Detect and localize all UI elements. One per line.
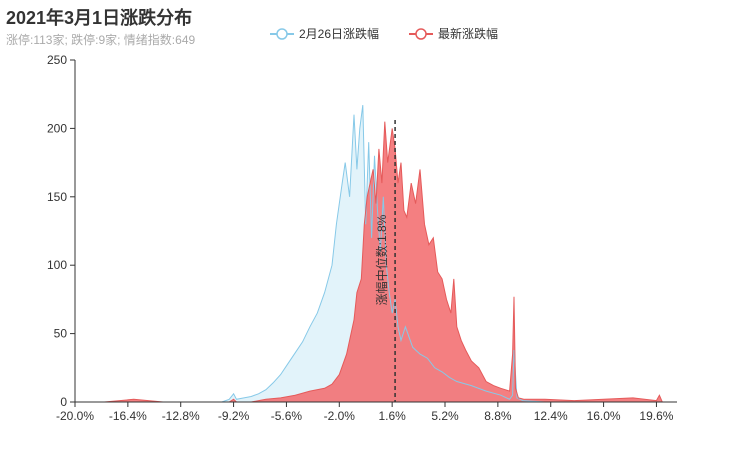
x-tick-label: 8.8%: [484, 409, 512, 423]
x-tick-label: -9.2%: [218, 409, 250, 423]
legend-marker: [415, 28, 427, 40]
x-tick-label: -2.0%: [324, 409, 356, 423]
legend-item-1: 最新涨跌幅: [409, 26, 498, 41]
axes: 0 50 100 150 200 250 -20.0% -16.4% -12.8% -9.2% -5…: [47, 53, 677, 423]
x-tick-label: -5.6%: [271, 409, 303, 423]
median-marker: 涨幅中位数:1.8%: [374, 120, 396, 402]
median-label: 涨幅中位数:1.8%: [374, 214, 389, 305]
legend-label: 2月26日涨跌幅: [299, 26, 379, 41]
y-tick-label: 50: [54, 327, 68, 341]
chart-title: 2021年3月1日涨跌分布: [6, 8, 193, 28]
y-tick-label: 150: [47, 190, 67, 204]
series-line-0: [75, 105, 677, 403]
x-tick-label: -16.4%: [109, 409, 147, 423]
series-area-fills: [75, 105, 677, 402]
y-tick-label: 250: [47, 53, 67, 67]
legend-marker: [276, 28, 288, 40]
y-tick-label: 100: [47, 258, 67, 272]
series-area-1: [75, 121, 677, 402]
legend-label: 最新涨跌幅: [438, 26, 498, 41]
legend-item-0: 2月26日涨跌幅: [270, 26, 379, 41]
legend: 2月26日涨跌幅 最新涨跌幅: [270, 26, 498, 41]
x-tick-label: 19.6%: [639, 409, 673, 423]
x-tick-label: -20.0%: [56, 409, 94, 423]
series-lines: [75, 105, 677, 403]
x-tick-label: -12.8%: [162, 409, 200, 423]
x-tick-label: 16.0%: [587, 409, 621, 423]
y-tick-label: 200: [47, 121, 67, 135]
x-tick-label: 1.6%: [378, 409, 406, 423]
x-tick-label: 12.4%: [534, 409, 568, 423]
series-line-1: [75, 121, 677, 403]
x-tick-label: 5.2%: [431, 409, 459, 423]
chart-subtitle: 涨停:113家; 跌停:9家; 情绪指数:649: [6, 33, 196, 47]
y-tick-label: 0: [60, 395, 67, 409]
